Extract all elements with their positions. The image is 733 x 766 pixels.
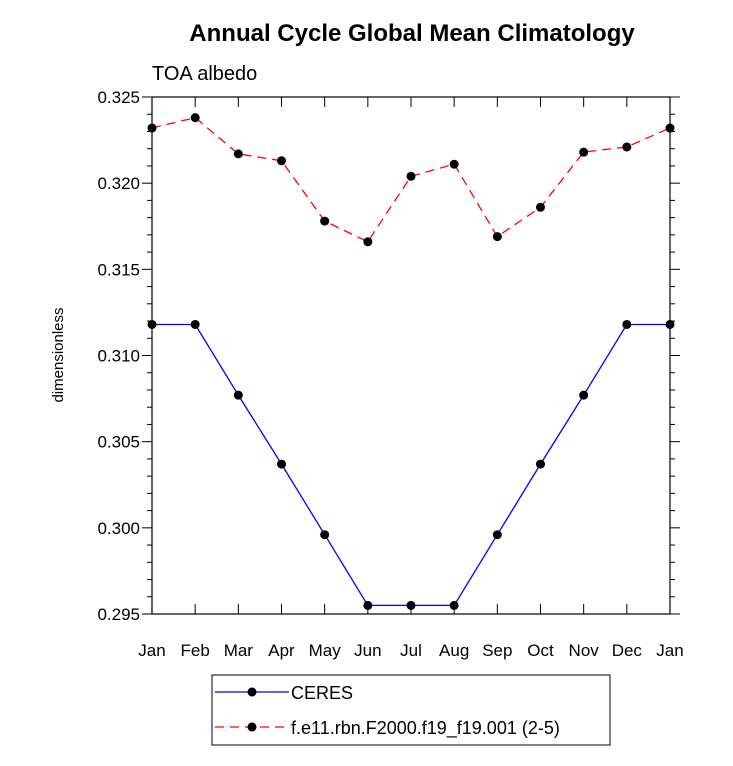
series-0-point: [277, 459, 286, 469]
y-tick-label: 0.320: [97, 174, 140, 193]
series-line-0: [152, 323, 670, 607]
series-1-point: [449, 159, 459, 169]
y-tick-label: 0.300: [97, 519, 140, 538]
series-layer: [147, 113, 675, 610]
series-0-point: [320, 530, 330, 540]
series-1-point: [406, 171, 416, 181]
series-1-point: [320, 216, 330, 226]
x-tick-label: May: [309, 641, 342, 660]
series-1-point: [622, 142, 632, 152]
series-0-point: [492, 530, 502, 540]
x-tick-label: Feb: [181, 641, 210, 660]
chart-title: Annual Cycle Global Mean Climatology: [189, 20, 635, 47]
series-1-point: [536, 202, 545, 212]
series-1-point: [579, 147, 589, 157]
legend-label-ceres: CERES: [291, 683, 353, 703]
y-tick-label: 0.305: [97, 433, 140, 452]
x-tick-label: Dec: [612, 641, 643, 660]
series-1-point: [363, 237, 373, 247]
series-0-point: [363, 600, 373, 610]
chart-subtitle: TOA albedo: [152, 63, 257, 85]
legend-label-model: f.e11.rbn.F2000.f19_f19.001 (2-5): [291, 718, 560, 739]
x-tick-label: Nov: [569, 641, 600, 660]
legend-marker-0: [247, 687, 257, 697]
y-tick-label: 0.310: [97, 347, 140, 366]
x-tick-label: Jul: [400, 641, 422, 660]
x-tick-label: Aug: [439, 641, 469, 660]
series-1-point: [277, 156, 286, 166]
ticks-layer: Jan Feb Mar Apr May Jun Jul Aug Sep Oct Nov Dec Jan 0…: [97, 88, 683, 660]
y-tick-label: 0.295: [97, 605, 140, 624]
x-tick-label: Mar: [224, 641, 254, 660]
x-tick-label: Apr: [268, 641, 295, 660]
series-0-point: [622, 319, 632, 329]
x-tick-label: Jun: [354, 641, 381, 660]
x-tick-label: Sep: [482, 641, 512, 660]
series-0-point: [190, 319, 200, 329]
plot-frame: [151, 96, 671, 615]
legend-box: [211, 674, 611, 746]
series-1-point: [233, 149, 243, 159]
series-1-point: [492, 232, 502, 242]
legend-marker-1: [247, 722, 257, 732]
legend-items: [215, 687, 289, 732]
series-0-point: [536, 459, 545, 469]
legend: CERES f.e11.rbn.F2000.f19_f19.001 (2-5): [211, 674, 611, 746]
series-0-point: [579, 390, 589, 400]
y-tick-label: 0.325: [97, 88, 140, 107]
y-axis-label: dimensionless: [50, 307, 67, 402]
series-1-point: [190, 113, 200, 123]
series-0-point: [449, 600, 459, 610]
x-tick-label: Jan: [656, 641, 683, 660]
x-tick-label: Jan: [138, 641, 165, 660]
series-0-point: [233, 390, 243, 400]
y-tick-label: 0.315: [97, 260, 140, 279]
series-0-point: [406, 600, 416, 610]
x-tick-label: Oct: [527, 641, 554, 660]
